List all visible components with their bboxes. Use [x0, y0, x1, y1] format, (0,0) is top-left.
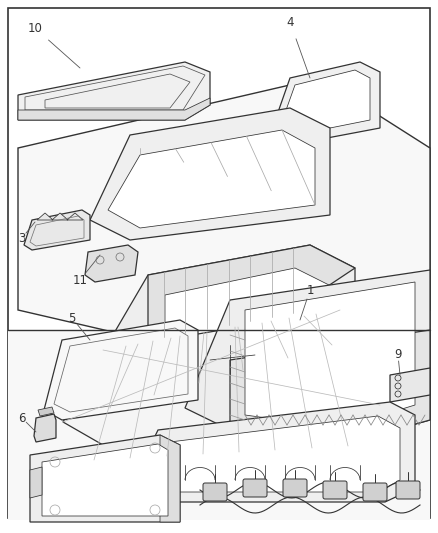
- Polygon shape: [42, 444, 168, 516]
- Polygon shape: [280, 70, 370, 135]
- Text: 1: 1: [306, 284, 314, 296]
- FancyBboxPatch shape: [283, 479, 307, 497]
- Polygon shape: [18, 62, 210, 120]
- Text: 10: 10: [28, 21, 42, 35]
- Polygon shape: [67, 213, 83, 220]
- Polygon shape: [38, 407, 54, 416]
- Text: 4: 4: [286, 15, 294, 28]
- Polygon shape: [18, 98, 210, 120]
- Polygon shape: [30, 467, 42, 498]
- Polygon shape: [18, 78, 430, 380]
- Polygon shape: [270, 62, 380, 145]
- Polygon shape: [230, 330, 430, 445]
- Polygon shape: [148, 245, 355, 328]
- Polygon shape: [63, 310, 380, 445]
- Polygon shape: [185, 270, 430, 445]
- Polygon shape: [103, 245, 355, 375]
- Text: 3: 3: [18, 231, 26, 245]
- Polygon shape: [130, 402, 415, 502]
- Polygon shape: [160, 435, 180, 522]
- Polygon shape: [24, 210, 90, 250]
- Polygon shape: [37, 213, 53, 220]
- Polygon shape: [90, 108, 330, 240]
- FancyBboxPatch shape: [243, 479, 267, 497]
- Polygon shape: [148, 416, 400, 492]
- Text: 11: 11: [73, 273, 88, 287]
- Polygon shape: [44, 320, 198, 420]
- Text: 5: 5: [68, 311, 76, 325]
- Polygon shape: [30, 435, 180, 522]
- Polygon shape: [8, 330, 430, 520]
- Text: 6: 6: [18, 411, 26, 424]
- FancyBboxPatch shape: [323, 481, 347, 499]
- Polygon shape: [245, 282, 415, 428]
- Polygon shape: [195, 338, 270, 378]
- Polygon shape: [165, 268, 335, 345]
- Polygon shape: [108, 130, 315, 228]
- Polygon shape: [52, 213, 68, 220]
- Polygon shape: [34, 414, 56, 442]
- Polygon shape: [390, 368, 430, 402]
- FancyBboxPatch shape: [396, 481, 420, 499]
- Polygon shape: [85, 245, 138, 282]
- FancyBboxPatch shape: [203, 483, 227, 501]
- Text: 9: 9: [394, 349, 402, 361]
- FancyBboxPatch shape: [363, 483, 387, 501]
